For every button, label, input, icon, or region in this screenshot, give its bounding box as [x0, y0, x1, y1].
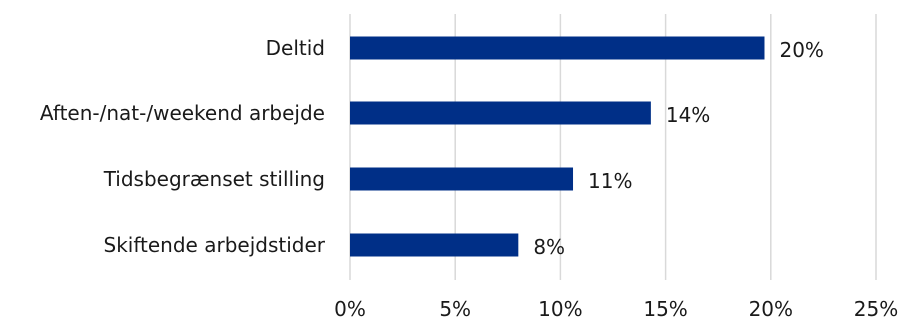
category-labels: Deltid Aften-/nat-/weekend arbejde Tidsbeg…: [40, 36, 326, 257]
category-label: Skiftende arbejdstider: [104, 233, 326, 257]
x-tick-label: 15%: [643, 297, 687, 320]
bar: [350, 101, 651, 125]
bar: [350, 36, 765, 60]
x-tick-label: 5%: [439, 297, 471, 320]
x-axis-tick-labels: 0% 5% 10% 15% 20% 25%: [334, 297, 898, 320]
data-label: 14%: [666, 103, 710, 127]
data-label: 20%: [779, 38, 823, 62]
data-label: 11%: [588, 169, 632, 193]
bars: [350, 36, 765, 257]
data-label: 8%: [533, 235, 565, 259]
category-label: Deltid: [266, 36, 325, 60]
category-label: Tidsbegrænset stilling: [103, 167, 325, 191]
x-tick-label: 25%: [854, 297, 898, 320]
data-labels: 20% 14% 11% 8%: [533, 38, 824, 259]
x-tick-label: 10%: [538, 297, 582, 320]
bar: [350, 233, 519, 257]
bar: [350, 167, 574, 191]
x-tick-label: 20%: [749, 297, 793, 320]
category-label: Aften-/nat-/weekend arbejde: [40, 101, 325, 125]
x-tick-label: 0%: [334, 297, 366, 320]
